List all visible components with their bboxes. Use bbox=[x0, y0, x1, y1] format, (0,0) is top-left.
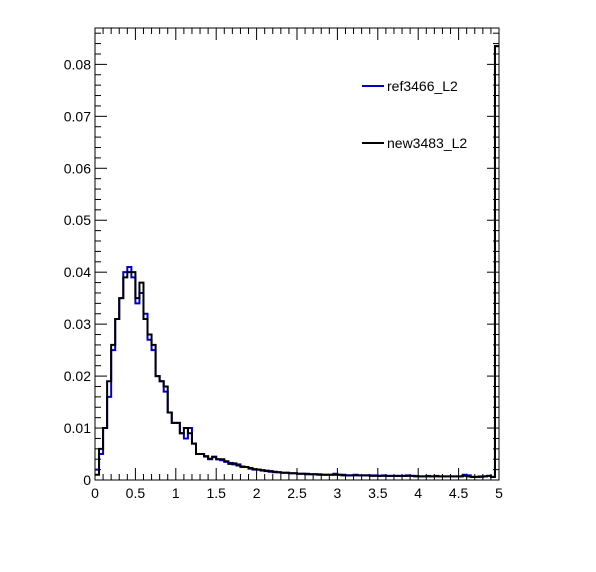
legend-label-new: new3483_L2 bbox=[387, 135, 467, 151]
legend-label-ref: ref3466_L2 bbox=[387, 78, 458, 94]
histogram-series bbox=[95, 45, 499, 478]
histogram-step-line bbox=[95, 45, 499, 478]
axis-ticks bbox=[94, 28, 500, 481]
x-axis-tick-labels: 0 0.5 1 1.5 2 2.5 3 3.5 4 4.5 5 bbox=[91, 485, 503, 501]
y-tick-label: 0.04 bbox=[64, 264, 91, 280]
plot-frame bbox=[94, 27, 500, 481]
x-tick-label: 1 bbox=[172, 485, 180, 501]
x-tick-label: 2 bbox=[253, 485, 261, 501]
series-ref bbox=[95, 45, 499, 478]
y-tick-label: 0.03 bbox=[64, 316, 91, 332]
x-tick-label: 5 bbox=[495, 485, 503, 501]
series-new bbox=[95, 45, 499, 478]
legend: ref3466_L2 new3483_L2 bbox=[362, 78, 467, 151]
x-tick-label: 4.5 bbox=[449, 485, 469, 501]
y-tick-label: 0.07 bbox=[64, 108, 91, 124]
y-tick-label: 0.01 bbox=[64, 420, 91, 436]
y-axis-tick-labels: 0 0.01 0.02 0.03 0.04 0.05 0.06 0.07 0.08 bbox=[64, 56, 91, 488]
y-tick-label: 0.05 bbox=[64, 212, 91, 228]
x-tick-label: 1.5 bbox=[206, 485, 226, 501]
x-tick-label: 0 bbox=[91, 485, 99, 501]
y-tick-label: 0.06 bbox=[64, 160, 91, 176]
histogram-step-line bbox=[95, 45, 499, 478]
x-tick-label: 4 bbox=[414, 485, 422, 501]
x-tick-label: 3.5 bbox=[368, 485, 388, 501]
x-tick-label: 3 bbox=[334, 485, 342, 501]
x-tick-label: 0.5 bbox=[126, 485, 146, 501]
y-tick-label: 0 bbox=[83, 472, 91, 488]
y-tick-label: 0.02 bbox=[64, 368, 91, 384]
x-tick-label: 2.5 bbox=[287, 485, 307, 501]
y-tick-label: 0.08 bbox=[64, 56, 91, 72]
